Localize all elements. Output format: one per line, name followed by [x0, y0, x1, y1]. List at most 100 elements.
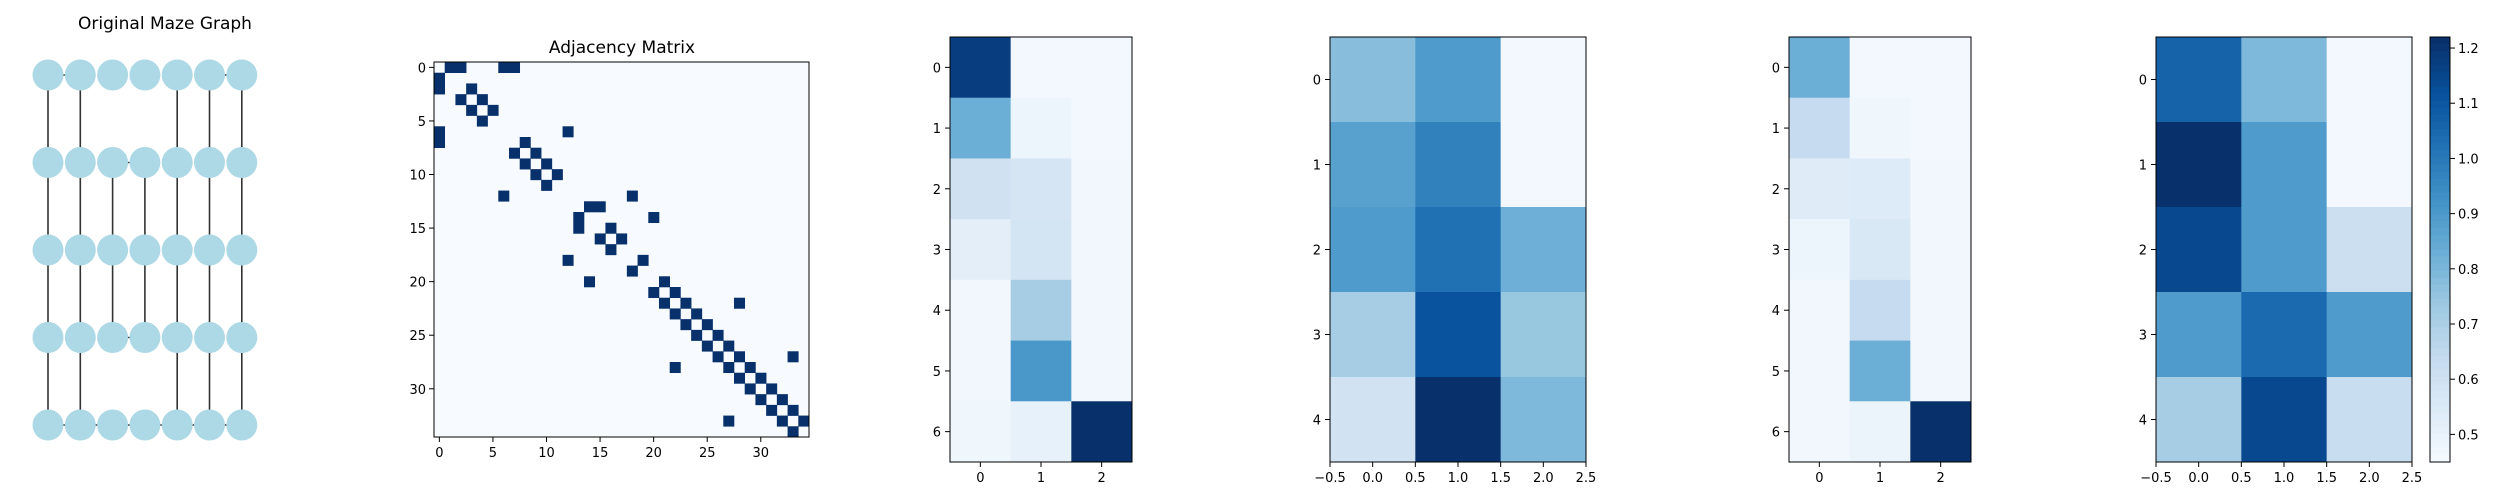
- y-tick-label: 4: [1313, 414, 1321, 429]
- adjacency-cell: [519, 137, 531, 149]
- adjacency-cell: [605, 244, 617, 256]
- graph-node: [64, 322, 96, 353]
- graph-node: [194, 409, 225, 441]
- y-tick-label: 5: [933, 365, 941, 380]
- colorbar-tick-label: 0.6: [2458, 373, 2479, 388]
- colorbar-segment: [2430, 341, 2450, 350]
- colorbar-segment: [2430, 107, 2450, 116]
- colorbar-segment: [2430, 164, 2450, 173]
- heatmap-panel-3: 0 1 2 0 1 2 3 4 5 6: [1772, 36, 1972, 486]
- heatmap-panel-1: 0 1 2 0 1 2 3 4 5 6: [933, 36, 1133, 486]
- heatmap-cell: [2326, 122, 2413, 208]
- y-tick-label: 4: [2139, 414, 2147, 429]
- adjacency-cell: [466, 104, 478, 116]
- heatmap-cell: [1330, 37, 1416, 123]
- adjacency-cell: [734, 351, 746, 363]
- x-tick-label: −0.5: [2140, 471, 2172, 486]
- y-tick-label: 0: [2139, 74, 2147, 89]
- heatmap-cell: [1789, 37, 1850, 99]
- heatmap-cell: [1789, 279, 1850, 341]
- heatmap-cell: [1071, 37, 1133, 99]
- adjacency-cell: [551, 169, 563, 181]
- y-tick-label: 10: [409, 169, 426, 184]
- heatmap-cell: [950, 219, 1011, 281]
- colorbar-segment: [2430, 334, 2450, 343]
- graph-node: [64, 409, 96, 441]
- x-tick-label: 1.0: [2274, 471, 2295, 486]
- adjacency-cell: [573, 212, 585, 224]
- colorbar-segment: [2430, 199, 2450, 208]
- colorbar-segment: [2430, 249, 2450, 258]
- adjacency-cell: [509, 147, 521, 159]
- heatmap-cell: [1500, 122, 1587, 208]
- graph-node: [226, 59, 258, 91]
- heatmap-cell: [1010, 158, 1072, 220]
- adjacency-cell: [701, 340, 713, 352]
- heatmap-cell: [1500, 37, 1587, 123]
- adjacency-cell: [787, 404, 799, 416]
- colorbar-tick-label: 0.7: [2458, 318, 2479, 333]
- colorbar-segment: [2430, 86, 2450, 95]
- colorbar-segment: [2430, 348, 2450, 357]
- heatmap-cell: [1071, 219, 1133, 281]
- adjacency-cell: [798, 415, 810, 427]
- heatmap-cell: [2241, 377, 2327, 463]
- x-tick-label: 0.5: [1405, 471, 1426, 486]
- x-tick-label: 2: [1937, 471, 1945, 486]
- graph-node: [129, 147, 161, 178]
- adjacency-cell: [594, 201, 606, 213]
- colorbar-segment: [2430, 65, 2450, 73]
- colorbar-segment: [2430, 284, 2450, 293]
- heatmap-cell: [1330, 292, 1416, 378]
- heatmap-cell: [1910, 37, 1972, 99]
- heatmap-cell: [1789, 340, 1850, 402]
- graph-node: [32, 234, 64, 266]
- graph-node: [226, 322, 258, 353]
- heatmap-cell: [2156, 292, 2242, 378]
- x-tick-label: −0.5: [1314, 471, 1346, 486]
- heatmap-cell: [1010, 37, 1072, 99]
- adjacency-cell: [691, 329, 703, 341]
- x-tick-label: 1.5: [1490, 471, 1511, 486]
- adjacency-cell: [648, 287, 660, 299]
- y-tick-label: 1: [1313, 159, 1321, 174]
- heatmap-cell: [1330, 377, 1416, 463]
- heatmap-cell: [1071, 158, 1133, 220]
- heatmap-cell: [1071, 97, 1133, 159]
- colorbar-segment: [2430, 405, 2450, 413]
- maze-graph-title: Original Maze Graph: [78, 14, 252, 34]
- heatmap-cell: [1071, 401, 1133, 463]
- y-tick-label: 0: [1772, 61, 1780, 76]
- colorbar-segment: [2430, 221, 2450, 229]
- colorbar-tick-label: 1.2: [2458, 42, 2479, 57]
- y-tick-label: 6: [933, 426, 941, 441]
- adjacency-cell: [444, 62, 456, 74]
- heatmap-cell: [1330, 207, 1416, 293]
- colorbar-tick-label: 1.0: [2458, 152, 2479, 167]
- adjacency-cell: [744, 362, 756, 374]
- colorbar-segment: [2430, 79, 2450, 88]
- colorbar-tick-label: 0.9: [2458, 208, 2479, 223]
- heatmap-cell: [1849, 158, 1911, 220]
- heatmap-cell: [1789, 158, 1850, 220]
- adjacency-cell: [562, 126, 574, 138]
- adjacency-cell: [659, 297, 671, 309]
- adjacency-cell: [648, 212, 660, 224]
- y-tick-label: 3: [1313, 329, 1321, 344]
- x-tick-label: 30: [753, 446, 770, 461]
- adjacency-cell: [626, 265, 638, 277]
- heatmap-cell: [1910, 401, 1972, 463]
- adjacency-background: [434, 62, 809, 437]
- graph-node: [194, 322, 225, 353]
- adjacency-cell: [701, 319, 713, 331]
- colorbar-segment: [2430, 412, 2450, 420]
- adjacency-cell: [691, 308, 703, 320]
- graph-node: [64, 147, 96, 178]
- y-tick-label: 5: [418, 115, 426, 130]
- colorbar-segment: [2430, 277, 2450, 286]
- x-tick-label: 0.5: [2231, 471, 2252, 486]
- adjacency-cell: [669, 308, 681, 320]
- adjacency-cell: [616, 233, 628, 245]
- adjacency-cell: [476, 115, 488, 127]
